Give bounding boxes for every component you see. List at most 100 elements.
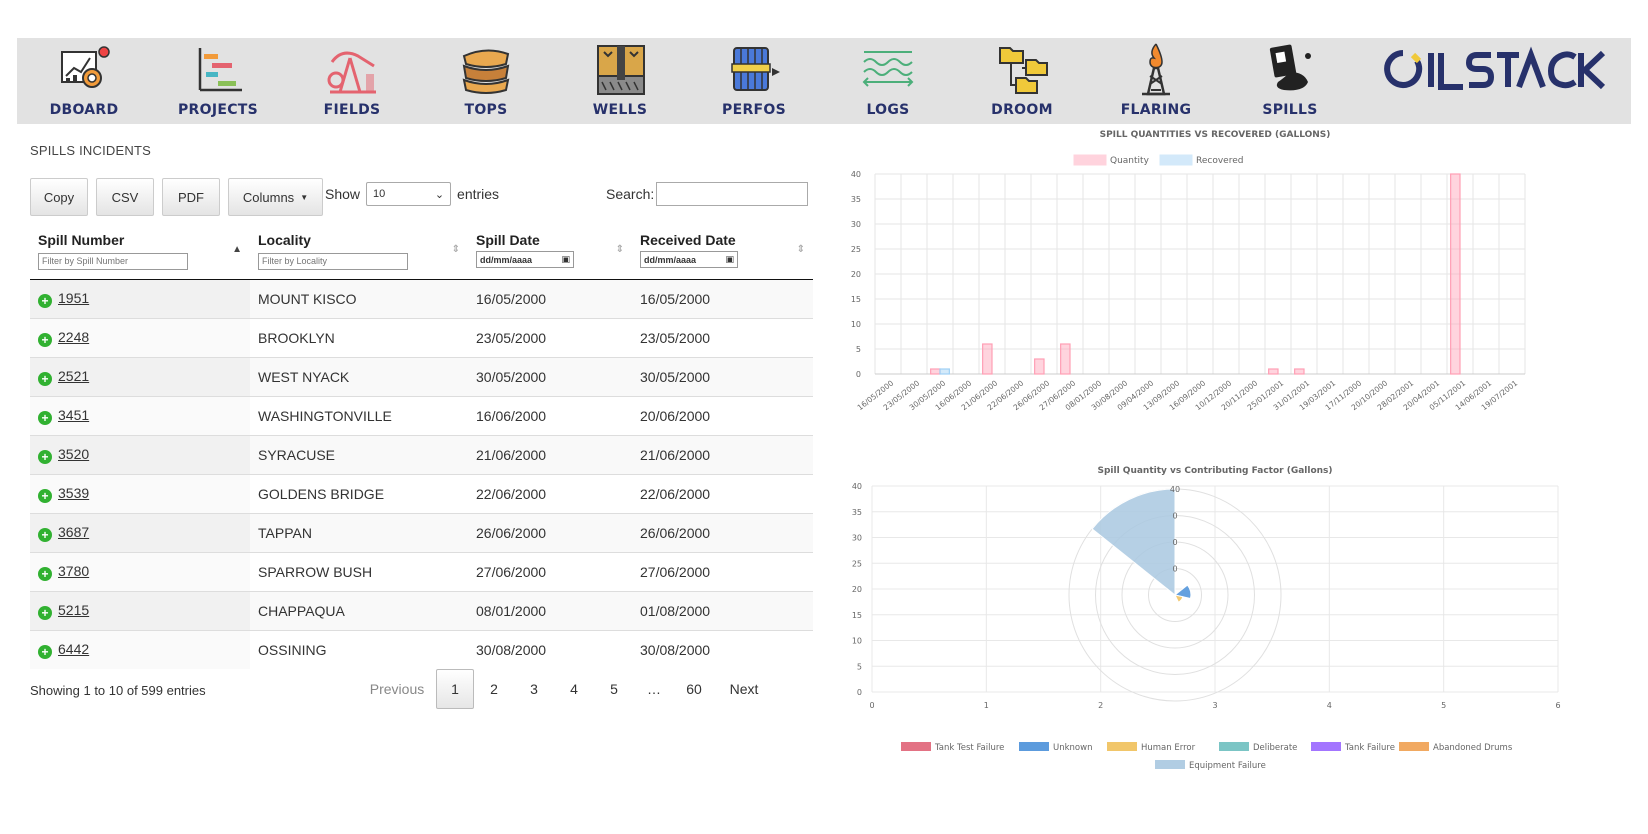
nav-fields[interactable]: FIELDS — [285, 38, 419, 124]
spill-number-link[interactable]: 3687 — [58, 523, 90, 540]
search-input[interactable] — [656, 182, 809, 206]
nav-dboard[interactable]: DBOARD — [17, 38, 151, 124]
x-tick-label: 4 — [1327, 701, 1332, 710]
expand-row-icon[interactable]: + — [38, 488, 52, 503]
y-tick-label: 40 — [852, 482, 862, 491]
spill-number-link[interactable]: 3780 — [58, 562, 90, 579]
spill-number-filter[interactable] — [38, 252, 188, 270]
expand-row-icon[interactable]: + — [38, 566, 52, 581]
cell-spill-date: 27/06/2000 — [468, 551, 632, 591]
nav-spills[interactable]: SPILLS — [1223, 38, 1357, 124]
spill-number-link[interactable]: 6442 — [58, 640, 90, 657]
legend-label: Unknown — [1053, 743, 1092, 753]
nav-logs[interactable]: LOGS — [821, 38, 955, 124]
table-row[interactable]: +3451 WASHINGTONVILLE 16/06/2000 20/06/2000 — [30, 395, 813, 435]
calendar-icon: ▣ — [561, 254, 570, 264]
copy-button[interactable]: Copy — [30, 178, 88, 216]
columns-button[interactable]: Columns ▼ — [228, 178, 323, 216]
cell-spill-date: 22/06/2000 — [468, 473, 632, 513]
cell-spill-number: +3520 — [30, 434, 250, 474]
legend-label: Human Error — [1141, 743, 1196, 753]
previous-page-button[interactable]: Previous — [369, 681, 425, 697]
table-row[interactable]: +6442 OSSINING 30/08/2000 30/08/2000 — [30, 629, 813, 669]
expand-row-icon[interactable]: + — [38, 410, 52, 425]
table-row[interactable]: +3780 SPARROW BUSH 27/06/2000 27/06/2000 — [30, 551, 813, 591]
table-row[interactable]: +3687 TAPPAN 26/06/2000 26/06/2000 — [30, 512, 813, 552]
polar-segment-equipment-failure — [1091, 488, 1176, 597]
spill-number-link[interactable]: 2248 — [58, 328, 90, 345]
table-body: +1951 MOUNT KISCO 16/05/2000 16/05/2000 +224… — [30, 278, 813, 669]
legend-label: Quantity — [1110, 156, 1150, 166]
spill-number-link[interactable]: 1951 — [58, 289, 90, 306]
spill-number-link[interactable]: 3539 — [58, 484, 90, 501]
csv-button[interactable]: CSV — [96, 178, 154, 216]
cell-locality: WASHINGTONVILLE — [250, 395, 468, 435]
page-button[interactable]: 4 — [570, 681, 578, 697]
legend-label: Equipment Failure — [1189, 761, 1266, 771]
oilstack-logo-icon — [1384, 46, 1606, 90]
cell-spill-number: +3539 — [30, 473, 250, 513]
cell-received-date: 20/06/2000 — [632, 395, 813, 435]
sort-icon: ⇕ — [615, 244, 624, 255]
page-button[interactable]: 3 — [530, 681, 538, 697]
expand-row-icon[interactable]: + — [38, 644, 52, 659]
header-locality[interactable]: Locality ⇕ — [250, 226, 468, 280]
radial-tick-label: 0 — [1172, 565, 1177, 574]
legend-swatch — [1159, 154, 1193, 166]
y-tick-label: 25 — [851, 245, 861, 254]
header-received-date[interactable]: Received Date dd/mm/aaaa ▣ ⇕ — [632, 226, 813, 280]
nav-wells[interactable]: WELLS — [553, 38, 687, 124]
spill-number-link[interactable]: 5215 — [58, 601, 90, 618]
spill-number-link[interactable]: 3520 — [58, 445, 90, 462]
page-button[interactable]: 2 — [490, 681, 498, 697]
next-page-button[interactable]: Next — [729, 681, 759, 697]
table-row[interactable]: +1951 MOUNT KISCO 16/05/2000 16/05/2000 — [30, 278, 813, 318]
cell-locality: OSSINING — [250, 629, 468, 669]
expand-row-icon[interactable]: + — [38, 332, 52, 347]
cell-locality: SPARROW BUSH — [250, 551, 468, 591]
expand-row-icon[interactable]: + — [38, 527, 52, 542]
header-spill-number[interactable]: Spill Number ▲ — [30, 226, 250, 280]
sort-icon: ⇕ — [796, 244, 805, 255]
x-tick-label: 3 — [1212, 701, 1217, 710]
table-row[interactable]: +5215 CHAPPAQUA 08/01/2000 01/08/2000 — [30, 590, 813, 630]
oilstack-logo[interactable] — [1357, 38, 1631, 124]
table-row[interactable]: +2248 BROOKLYN 23/05/2000 23/05/2000 — [30, 317, 813, 357]
nav-droom[interactable]: DROOM — [955, 38, 1089, 124]
received-date-filter[interactable]: dd/mm/aaaa ▣ — [640, 251, 738, 268]
table-row[interactable]: +2521 WEST NYACK 30/05/2000 30/05/2000 — [30, 356, 813, 396]
page-ellipsis: … — [647, 681, 661, 697]
page-button[interactable]: 60 — [686, 681, 702, 697]
expand-row-icon[interactable]: + — [38, 371, 52, 386]
page-button[interactable]: 1 — [436, 669, 474, 709]
spill-number-link[interactable]: 3451 — [58, 406, 90, 423]
header-spill-date[interactable]: Spill Date dd/mm/aaaa ▣ ⇕ — [468, 226, 632, 280]
entries-select[interactable]: 10 ⌄ — [366, 182, 452, 206]
gantt-chart-icon — [198, 48, 242, 92]
spill-date-filter[interactable]: dd/mm/aaaa ▣ — [476, 251, 574, 268]
table-row[interactable]: +3539 GOLDENS BRIDGE 22/06/2000 22/06/2000 — [30, 473, 813, 513]
radial-tick-label: 0 — [1172, 512, 1177, 521]
spill-number-link[interactable]: 2521 — [58, 367, 90, 384]
cell-spill-date: 26/06/2000 — [468, 512, 632, 552]
locality-filter[interactable] — [258, 252, 408, 270]
cell-received-date: 21/06/2000 — [632, 434, 813, 474]
y-tick-label: 0 — [857, 688, 862, 697]
expand-row-icon[interactable]: + — [38, 449, 52, 464]
nav-flaring[interactable]: FLARING — [1089, 38, 1223, 124]
nav-perfos[interactable]: PERFOS — [687, 38, 821, 124]
cell-spill-date: 21/06/2000 — [468, 434, 632, 474]
y-tick-label: 25 — [852, 559, 862, 568]
page-button[interactable]: 5 — [610, 681, 618, 697]
chart-title: Spill Quantity vs Contributing Factor (G… — [1097, 466, 1332, 476]
header-label: Spill Number — [38, 232, 125, 248]
data-room-folders-icon — [999, 47, 1048, 94]
pdf-button[interactable]: PDF — [162, 178, 220, 216]
table-row[interactable]: +3520 SYRACUSE 21/06/2000 21/06/2000 — [30, 434, 813, 474]
nav-projects[interactable]: PROJECTS — [151, 38, 285, 124]
expand-row-icon[interactable]: + — [38, 605, 52, 620]
entries-length-control: Show 10 ⌄ entries — [325, 182, 499, 206]
nav-tops[interactable]: TOPS — [419, 38, 553, 124]
expand-row-icon[interactable]: + — [38, 293, 52, 308]
y-tick-label: 5 — [856, 345, 861, 354]
